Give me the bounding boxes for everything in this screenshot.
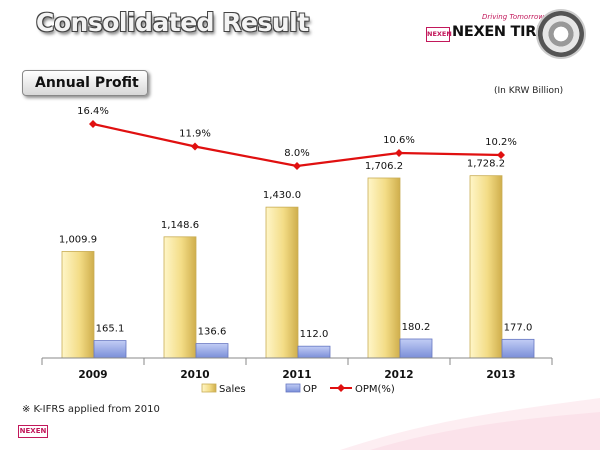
brand-mark: NEXEN bbox=[426, 27, 452, 42]
sales-bar bbox=[265, 206, 299, 359]
opm-data-label: 8.0% bbox=[284, 148, 309, 159]
x-tick-label: 2012 bbox=[384, 369, 413, 381]
x-tick-label: 2013 bbox=[486, 369, 515, 381]
legend-label: OPM(%) bbox=[355, 384, 395, 395]
opm-point bbox=[89, 120, 97, 128]
op-bar bbox=[399, 338, 433, 359]
sales-data-label: 1,728.2 bbox=[467, 159, 505, 170]
unit-note: (In KRW Billion) bbox=[494, 86, 564, 96]
section-label: Annual Profit bbox=[22, 70, 148, 96]
page-title: Consolidated Result bbox=[36, 8, 309, 37]
sales-bar bbox=[469, 175, 503, 359]
op-data-label: 112.0 bbox=[300, 329, 329, 340]
opm-data-label: 11.9% bbox=[179, 129, 211, 140]
opm-line bbox=[92, 122, 502, 168]
opm-point bbox=[191, 142, 199, 151]
op-data-label: 177.0 bbox=[504, 322, 533, 333]
opm-point bbox=[497, 151, 505, 159]
x-tick-label: 2009 bbox=[78, 369, 107, 381]
opm-point bbox=[293, 162, 301, 170]
sales-data-label: 1,706.2 bbox=[365, 161, 403, 172]
x-tick-label: 2010 bbox=[180, 369, 209, 381]
op-bar bbox=[195, 343, 229, 359]
sales-bar bbox=[367, 177, 401, 359]
opm-data-label: 10.6% bbox=[383, 135, 415, 146]
legend-marker-opm bbox=[337, 384, 345, 392]
brand-tagline: Driving Tomorrow bbox=[482, 13, 544, 21]
opm-data-label: 16.4% bbox=[77, 106, 109, 117]
footnote: ※ K-IFRS applied from 2010 bbox=[22, 404, 160, 415]
op-data-label: 180.2 bbox=[402, 322, 431, 333]
footer-brand-mark: NEXEN bbox=[18, 425, 48, 438]
opm-point bbox=[395, 149, 403, 157]
op-bar bbox=[93, 340, 127, 359]
sales-data-label: 1,009.9 bbox=[59, 234, 97, 245]
legend-label: Sales bbox=[219, 384, 246, 395]
x-tick-label: 2011 bbox=[282, 369, 311, 381]
legend-swatch-sales bbox=[201, 383, 217, 393]
brand-name: NEXEN TIRE bbox=[452, 24, 546, 40]
sales-bar bbox=[61, 251, 95, 359]
op-data-label: 165.1 bbox=[96, 324, 125, 335]
decorative-swoosh bbox=[340, 398, 600, 450]
tire-icon bbox=[538, 11, 584, 57]
sales-data-label: 1,430.0 bbox=[263, 190, 301, 201]
sales-data-label: 1,148.6 bbox=[161, 220, 199, 231]
sales-bar bbox=[163, 236, 197, 359]
op-bar bbox=[501, 338, 535, 359]
opm-data-label: 10.2% bbox=[485, 137, 517, 148]
legend-swatch-op bbox=[285, 383, 301, 393]
op-data-label: 136.6 bbox=[198, 327, 227, 338]
legend-label: OP bbox=[303, 384, 317, 395]
op-bar bbox=[297, 345, 331, 359]
